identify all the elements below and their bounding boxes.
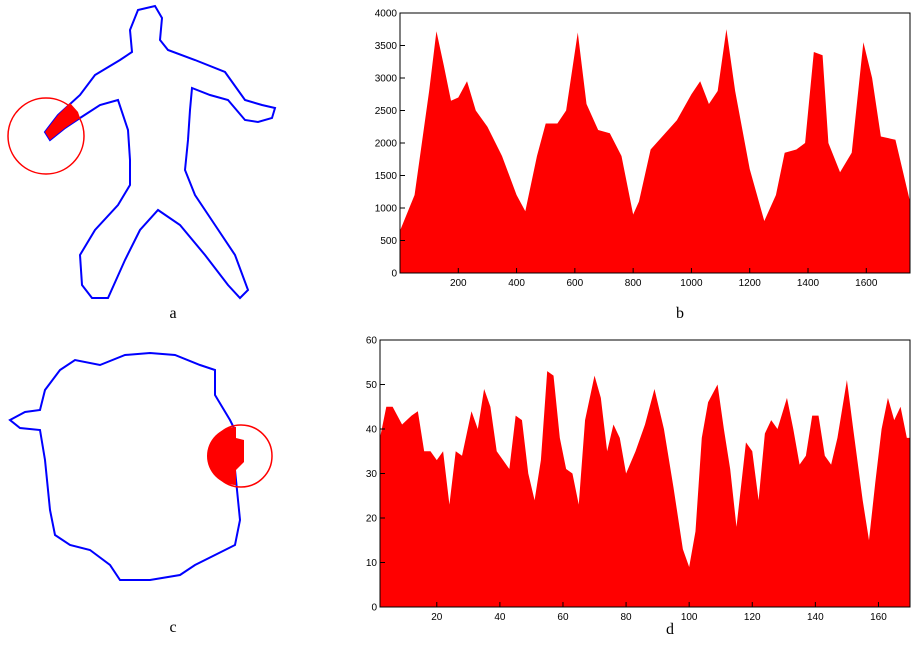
area xyxy=(400,29,910,273)
y-tick-label: 50 xyxy=(366,380,378,391)
area xyxy=(380,371,910,607)
y-tick-label: 10 xyxy=(366,558,378,569)
x-tick-label: 200 xyxy=(450,278,467,289)
x-tick-label: 40 xyxy=(494,612,506,623)
x-tick-label: 1200 xyxy=(739,278,762,289)
panel-label: a xyxy=(169,305,176,322)
y-tick-label: 40 xyxy=(366,425,378,436)
y-tick-label: 3500 xyxy=(375,41,398,52)
x-tick-label: 100 xyxy=(681,612,698,623)
y-tick-label: 3000 xyxy=(375,74,398,85)
y-tick-label: 500 xyxy=(380,236,397,247)
highlight-circle xyxy=(8,98,84,174)
x-tick-label: 400 xyxy=(508,278,525,289)
x-tick-label: 1600 xyxy=(855,278,878,289)
y-tick-label: 2500 xyxy=(375,106,398,117)
x-tick-label: 160 xyxy=(870,612,887,623)
silhouette xyxy=(45,6,275,298)
highlight-region xyxy=(207,427,244,485)
shape-a xyxy=(8,6,275,298)
contour xyxy=(10,353,240,580)
y-tick-label: 60 xyxy=(366,336,378,347)
shape-c xyxy=(10,353,272,580)
x-tick-label: 1000 xyxy=(680,278,703,289)
y-tick-label: 20 xyxy=(366,514,378,525)
page: a c 050010001500200025003000350040002004… xyxy=(0,0,912,649)
panel-label: b xyxy=(676,305,684,322)
y-tick-label: 4000 xyxy=(375,9,398,20)
x-tick-label: 80 xyxy=(621,612,633,623)
figure: a c 050010001500200025003000350040002004… xyxy=(0,0,912,649)
highlight-region xyxy=(45,103,80,140)
y-tick-label: 0 xyxy=(391,269,397,280)
panel-label: d xyxy=(666,621,674,638)
y-tick-label: 30 xyxy=(366,469,378,480)
x-tick-label: 1400 xyxy=(797,278,820,289)
x-tick-label: 60 xyxy=(557,612,569,623)
y-tick-label: 0 xyxy=(371,603,377,614)
y-tick-label: 1000 xyxy=(375,204,398,215)
x-tick-label: 800 xyxy=(625,278,642,289)
panel-label: c xyxy=(169,619,176,636)
x-tick-label: 140 xyxy=(807,612,824,623)
y-tick-label: 2000 xyxy=(375,139,398,150)
y-tick-label: 1500 xyxy=(375,171,398,182)
x-tick-label: 120 xyxy=(744,612,761,623)
x-tick-label: 600 xyxy=(567,278,584,289)
x-tick-label: 20 xyxy=(431,612,443,623)
